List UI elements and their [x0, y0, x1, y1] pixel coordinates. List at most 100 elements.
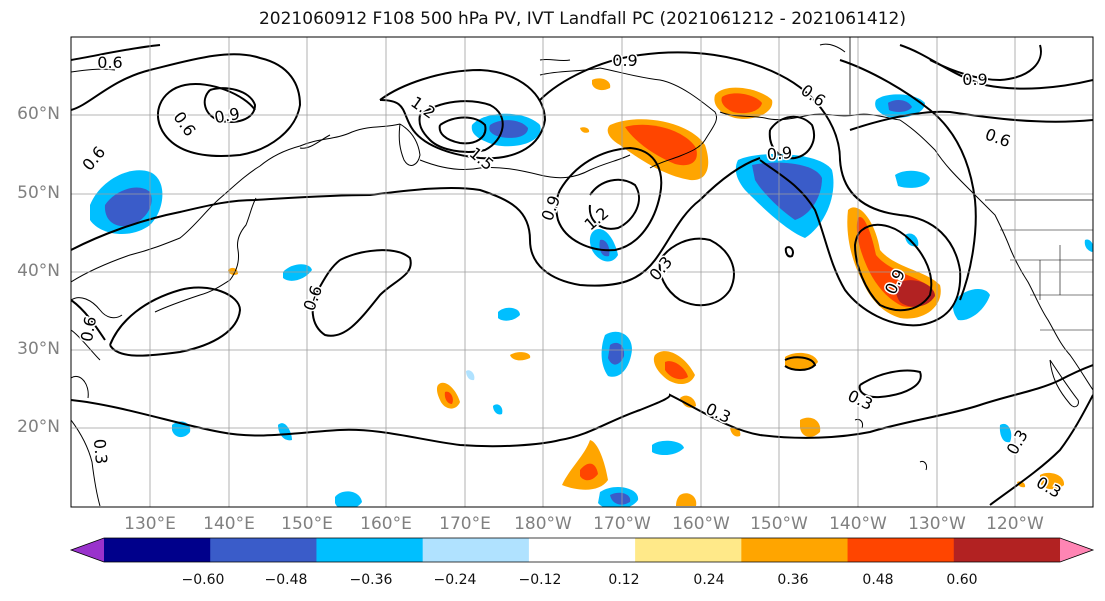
pv-contour: [853, 223, 933, 312]
shade-positive: [1040, 472, 1065, 490]
pv-contour: [899, 44, 1093, 90]
lat-label: 50°N: [17, 183, 60, 203]
lon-label: 130°W: [908, 514, 966, 534]
colorbar-tick-label: 0.48: [862, 572, 894, 588]
lat-label: 60°N: [17, 104, 60, 124]
pv-contour: [71, 44, 161, 61]
shade-negative: [335, 491, 362, 507]
shade-negative: [999, 423, 1012, 443]
pv-contour: [839, 59, 977, 301]
shade-negative: [652, 440, 684, 456]
lon-label: 130°E: [124, 514, 176, 534]
shade-positive: [625, 124, 697, 166]
map-frame: [70, 36, 1094, 508]
pv-contour: [71, 53, 302, 157]
contour-label: 0.3: [703, 399, 734, 427]
colorbar-tick-label: 0.24: [693, 572, 725, 588]
pv-contour: [784, 356, 817, 371]
coastline-arctic: [71, 43, 846, 73]
colorbar-bin: [635, 538, 742, 562]
shade-negative: [1084, 239, 1093, 252]
pv-contour: [539, 51, 962, 327]
colorbar-bin: [953, 538, 1061, 562]
colorbar-outline: [69, 537, 1095, 563]
shade-negative: [608, 342, 625, 365]
pv-contour: [858, 369, 922, 399]
contour-label: 0.9: [612, 51, 637, 70]
pv-contour: [768, 115, 815, 160]
colorbar-bin: [422, 538, 530, 562]
lat-label: 40°N: [17, 261, 60, 281]
coastlines: [71, 37, 1093, 507]
shade-negative: [610, 492, 631, 505]
pv-contour: [311, 249, 412, 337]
pv-contour: [658, 237, 735, 307]
lon-label: 160°W: [672, 514, 730, 534]
shade-positive: [721, 93, 762, 114]
shade-positive: [665, 361, 688, 380]
pv-contours: [71, 44, 1093, 506]
coastline-asia-east: [71, 297, 123, 507]
shade-positive: [680, 395, 696, 408]
shade-negative: [278, 423, 292, 441]
shade-positive: [510, 352, 531, 361]
colorbar-tick-label: −0.24: [433, 572, 477, 588]
shade-negative: [104, 187, 152, 227]
contour-label: 0.3: [90, 438, 111, 465]
colorbar-bin: [847, 538, 955, 562]
lon-label: 120°W: [986, 514, 1044, 534]
pv-contour: [588, 178, 640, 230]
colorbar-bin: [528, 538, 636, 562]
shade-positive: [580, 463, 598, 481]
pv-contour: [71, 157, 761, 287]
contour-label: 0.6: [169, 108, 199, 140]
shade-negative: [493, 404, 503, 415]
lon-label: 170°W: [593, 514, 651, 534]
lon-label: 140°W: [829, 514, 887, 534]
contour-label: 0.6: [300, 283, 327, 313]
colorbar-bin: [104, 538, 211, 562]
contour-label: 0.9: [538, 193, 565, 223]
contour-label: 0.9: [213, 104, 241, 127]
pv-contour: [379, 68, 547, 160]
contour-label: 0.9: [962, 70, 987, 89]
pv-contour: [849, 110, 1093, 131]
colorbar-bin: [316, 538, 424, 562]
contour-label: 0.6: [77, 315, 100, 343]
coastline-aleutians: [419, 154, 631, 179]
colorbar-bin: [210, 538, 317, 562]
colorbar-tick-label: 0.60: [946, 572, 978, 588]
pv-contour: [438, 116, 487, 145]
shade-positive: [676, 493, 697, 506]
coastline-hawaii: [854, 419, 927, 471]
pv-contour: [203, 87, 257, 123]
pv-contour: [418, 100, 504, 153]
pv-contour: [784, 246, 794, 258]
shade-negative: [498, 307, 520, 321]
colorbar-bin: [1060, 538, 1093, 562]
shade-negative: [895, 170, 930, 188]
shade-negative: [752, 162, 822, 220]
colorbar-bin: [71, 538, 104, 562]
shade-negative: [888, 99, 912, 112]
shade-negative: [466, 370, 475, 381]
shade-positive: [800, 417, 821, 437]
lon-label: 170°E: [439, 514, 491, 534]
contour-label: 0.9: [766, 143, 793, 164]
border-us-states: [1000, 229, 1093, 331]
pv-contour: [929, 44, 1042, 82]
pv-contour: [109, 286, 242, 357]
shade-negative: [283, 264, 312, 281]
coastline-north-america: [899, 119, 1093, 391]
lon-label: 180°W: [514, 514, 572, 534]
shade-positive: [592, 78, 611, 91]
colorbar-tick-label: −0.48: [264, 572, 308, 588]
shade-negative: [599, 239, 610, 257]
lon-label: 150°W: [750, 514, 808, 534]
lon-label: 140°E: [203, 514, 255, 534]
contour-label: 0.6: [97, 53, 122, 72]
pv-contour: [71, 364, 1093, 448]
pv-contour: [555, 146, 663, 252]
contour-label: 0.3: [845, 386, 876, 414]
